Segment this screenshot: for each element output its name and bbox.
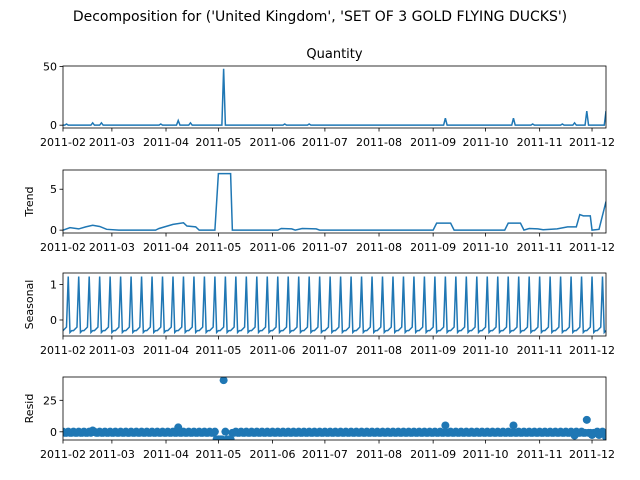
resid-point — [602, 432, 606, 440]
quantity-panel: Quantity 0 50 2011-02 2011-03 2011-04 2011-05… — [40, 47, 615, 149]
x-tick-label: 2011-04 — [143, 136, 189, 149]
x-tick-label: 2011-09 — [410, 344, 456, 357]
x-tick-label: 2011-04 — [143, 344, 189, 357]
x-tick-label: 2011-07 — [302, 241, 348, 254]
quantity-series — [63, 68, 606, 126]
x-tick-label: 2011-03 — [89, 448, 135, 461]
x-tick-label: 2011-11 — [517, 136, 563, 149]
x-tick-label: 2011-03 — [89, 136, 135, 149]
x-tick-label: 2011-06 — [250, 448, 296, 461]
x-tick-label: 2011-11 — [517, 448, 563, 461]
resid-point — [509, 421, 518, 430]
y-tick-label: 50 — [43, 60, 57, 73]
x-tick-label: 2011-07 — [302, 344, 348, 357]
x-tick-label: 2011-02 — [40, 241, 86, 254]
resid-point — [570, 431, 579, 440]
x-tick-label: 2011-04 — [143, 448, 189, 461]
x-tick-label: 2011-03 — [89, 344, 135, 357]
resid-point — [441, 421, 450, 430]
y-tick-label: 0 — [50, 314, 57, 327]
resid-panel: Resid 0 25 2011-02 2011-03 2011-04 2011-05 201… — [23, 376, 615, 461]
resid-point — [595, 430, 604, 439]
x-tick-label: 2011-06 — [250, 344, 296, 357]
seasonal-y-label: Seasonal — [23, 280, 36, 330]
resid-point — [582, 415, 591, 424]
x-tick-label: 2011-09 — [410, 241, 456, 254]
y-tick-label: 5 — [50, 183, 57, 196]
x-tick-label: 2011-08 — [356, 344, 402, 357]
quantity-axes-frame — [62, 65, 607, 129]
x-tick-label: 2011-12 — [569, 241, 615, 254]
x-tick-label: 2011-02 — [40, 136, 86, 149]
quantity-panel-title: Quantity — [306, 47, 362, 62]
x-tick-label: 2011-10 — [463, 344, 509, 357]
x-tick-label: 2011-02 — [40, 344, 86, 357]
trend-axes-frame — [62, 169, 607, 234]
x-tick-label: 2011-06 — [250, 241, 296, 254]
x-tick-label: 2011-11 — [517, 344, 563, 357]
x-tick-label: 2011-04 — [143, 241, 189, 254]
x-tick-label: 2011-03 — [89, 241, 135, 254]
figure-title: Decomposition for ('United Kingdom', 'SE… — [73, 9, 567, 25]
x-tick-label: 2011-10 — [463, 136, 509, 149]
x-tick-label: 2011-05 — [195, 241, 241, 254]
resid-axes-frame — [62, 376, 607, 441]
resid-point — [210, 427, 219, 436]
x-tick-label: 2011-02 — [40, 448, 86, 461]
y-tick-label: 1 — [50, 278, 57, 291]
x-tick-label: 2011-12 — [569, 448, 615, 461]
x-tick-label: 2011-05 — [195, 136, 241, 149]
trend-y-label: Trend — [23, 186, 36, 217]
resid-point — [174, 423, 183, 432]
x-tick-label: 2011-09 — [410, 136, 456, 149]
seasonal-panel: Seasonal 0 1 2011-02 2011-03 2011-04 2011-05 2… — [23, 272, 615, 357]
seasonal-line — [63, 276, 606, 335]
x-tick-label: 2011-08 — [356, 136, 402, 149]
y-tick-label: 0 — [50, 426, 57, 439]
resid-point — [221, 427, 230, 436]
x-tick-label: 2011-05 — [195, 448, 241, 461]
x-tick-label: 2011-09 — [410, 448, 456, 461]
resid-y-label: Resid — [23, 394, 36, 424]
trend-panel: Trend 0 5 2011-02 2011-03 2011-04 2011-05 2011… — [23, 169, 615, 254]
resid-point — [88, 426, 97, 435]
y-tick-label: 25 — [43, 394, 57, 407]
resid-series — [63, 377, 606, 440]
seasonal-axes-frame — [62, 272, 607, 337]
x-tick-label: 2011-12 — [569, 136, 615, 149]
x-tick-label: 2011-08 — [356, 241, 402, 254]
x-tick-label: 2011-05 — [195, 344, 241, 357]
y-tick-label: 0 — [50, 119, 57, 132]
y-tick-label: 0 — [50, 224, 57, 237]
x-tick-label: 2011-10 — [463, 448, 509, 461]
resid-point — [226, 435, 235, 440]
trend-series — [63, 172, 606, 232]
seasonal-series — [63, 276, 606, 335]
x-tick-label: 2011-07 — [302, 136, 348, 149]
x-tick-label: 2011-11 — [517, 241, 563, 254]
x-tick-label: 2011-06 — [250, 136, 296, 149]
trend-line — [63, 172, 606, 232]
quantity-line — [63, 68, 606, 126]
x-tick-label: 2011-12 — [569, 344, 615, 357]
x-tick-label: 2011-07 — [302, 448, 348, 461]
resid-point — [219, 377, 228, 385]
x-tick-label: 2011-08 — [356, 448, 402, 461]
x-tick-label: 2011-10 — [463, 241, 509, 254]
resid-point — [588, 430, 597, 439]
